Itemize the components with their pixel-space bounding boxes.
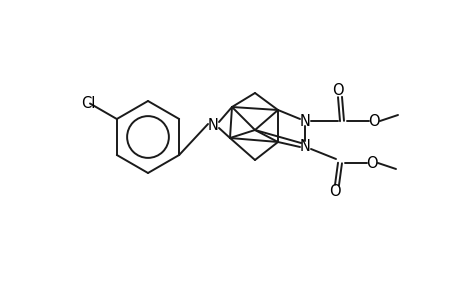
Text: O: O xyxy=(365,155,377,170)
Text: N: N xyxy=(299,113,310,128)
Text: O: O xyxy=(329,184,340,199)
Text: N: N xyxy=(207,118,218,133)
Text: O: O xyxy=(331,82,343,98)
Text: N: N xyxy=(299,139,310,154)
Text: Cl: Cl xyxy=(81,95,95,110)
Text: O: O xyxy=(367,113,379,128)
